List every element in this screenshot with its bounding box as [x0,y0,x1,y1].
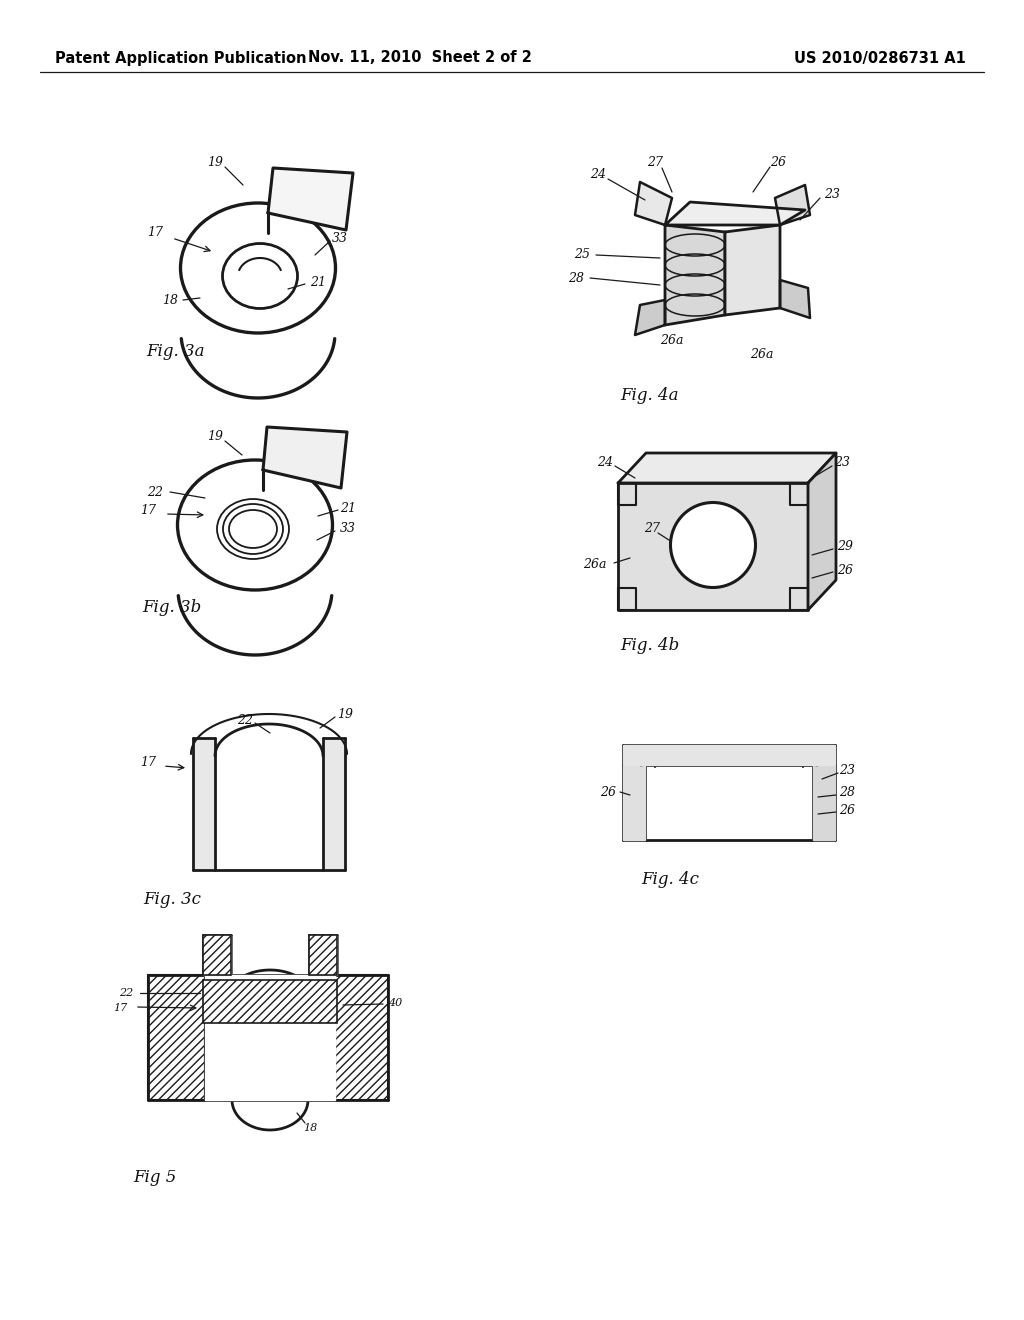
Text: 17: 17 [140,503,156,516]
Text: 18: 18 [162,293,178,306]
Text: Nov. 11, 2010  Sheet 2 of 2: Nov. 11, 2010 Sheet 2 of 2 [308,50,531,66]
Text: 27: 27 [647,156,663,169]
Text: 19: 19 [207,157,223,169]
Polygon shape [193,738,215,870]
Text: Patent Application Publication: Patent Application Publication [55,50,306,66]
Text: 23: 23 [839,763,855,776]
Polygon shape [618,483,636,506]
Text: 19: 19 [337,708,353,721]
Text: 22: 22 [147,486,163,499]
Bar [203,979,337,1023]
Text: 22: 22 [237,714,253,726]
Text: Fig. 4a: Fig. 4a [621,387,679,404]
Polygon shape [323,738,345,870]
Text: 19: 19 [207,430,223,444]
Text: 21: 21 [310,276,326,289]
Polygon shape [790,483,808,506]
Polygon shape [790,587,808,610]
Polygon shape [203,935,231,975]
Polygon shape [813,766,835,840]
Text: 26a: 26a [751,348,774,362]
Polygon shape [623,766,645,840]
Polygon shape [268,168,353,230]
Text: 27: 27 [644,521,660,535]
Text: 29: 29 [837,540,853,553]
Text: Fig 5: Fig 5 [133,1170,177,1187]
Text: 26: 26 [837,564,853,577]
Text: 33: 33 [340,521,356,535]
Polygon shape [635,300,665,335]
Text: 28: 28 [568,272,584,285]
Text: 26: 26 [770,156,786,169]
Text: Fig. 4b: Fig. 4b [621,636,680,653]
Text: 25: 25 [574,248,590,261]
Text: 28: 28 [839,787,855,800]
Text: 26a: 26a [660,334,684,346]
Polygon shape [618,483,808,610]
Bar [335,975,388,1100]
Bar [309,935,337,975]
Text: Fig. 3a: Fig. 3a [145,343,204,360]
Polygon shape [665,224,725,325]
Text: 23: 23 [834,455,850,469]
Text: US 2010/0286731 A1: US 2010/0286731 A1 [794,50,966,66]
Polygon shape [635,182,672,224]
Text: 22: 22 [295,993,309,1002]
Text: 17: 17 [140,755,156,768]
Text: 24: 24 [597,455,613,469]
Polygon shape [623,744,835,766]
Polygon shape [775,185,810,224]
Text: 24: 24 [590,169,606,181]
Polygon shape [780,280,810,318]
Ellipse shape [671,503,756,587]
Text: 17a: 17a [307,954,329,965]
Text: 17a: 17a [212,954,232,965]
Text: 23: 23 [824,189,840,202]
Polygon shape [618,453,836,483]
Polygon shape [263,426,347,488]
Text: 40: 40 [388,998,402,1008]
Text: 26: 26 [839,804,855,817]
Text: Fig. 3c: Fig. 3c [143,891,201,908]
Polygon shape [205,975,335,1100]
Text: 21: 21 [340,502,356,515]
Bar [148,975,205,1100]
Polygon shape [808,453,836,610]
Polygon shape [618,587,636,610]
Text: Fig. 4c: Fig. 4c [641,871,699,888]
Text: 17: 17 [113,1003,127,1012]
Text: 33: 33 [332,231,348,244]
Polygon shape [725,224,780,315]
Polygon shape [309,935,337,975]
Text: 22: 22 [119,987,133,998]
Text: 26a: 26a [584,558,607,572]
Text: Fig. 3b: Fig. 3b [142,598,202,615]
Polygon shape [665,202,805,224]
Text: 26: 26 [600,785,616,799]
Text: 18: 18 [303,1123,317,1133]
Bar [203,935,231,975]
Text: 17: 17 [147,227,163,239]
